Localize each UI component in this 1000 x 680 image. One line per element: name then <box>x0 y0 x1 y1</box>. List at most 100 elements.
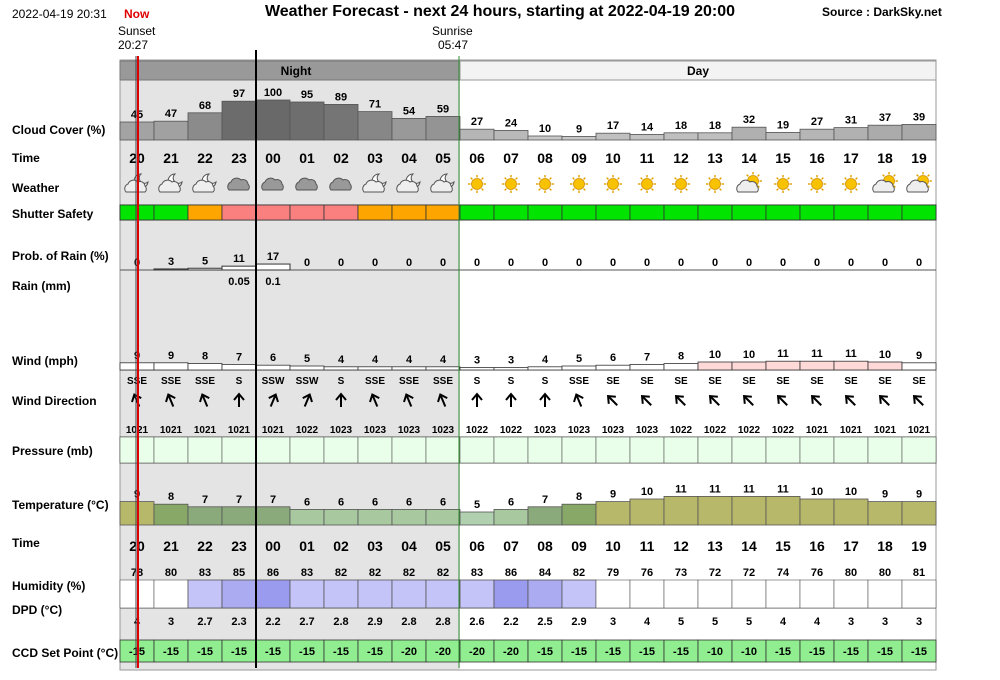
time-label: 07 <box>503 538 519 554</box>
temperature-value: 7 <box>236 494 242 506</box>
cloudy-icon <box>227 177 250 191</box>
ccd-value: -20 <box>401 646 417 658</box>
pressure-value: 1023 <box>398 425 421 436</box>
wind-bar <box>187 363 223 371</box>
humidity-cell <box>425 579 461 609</box>
wind-bar <box>833 360 869 371</box>
dpd-value: 3 <box>882 616 888 628</box>
cloud-value: 100 <box>264 87 282 99</box>
shutter-cell <box>391 204 427 221</box>
time-label: 19 <box>911 150 927 166</box>
ccd-value: -15 <box>265 646 281 658</box>
wind-direction-label: SSW <box>262 376 285 387</box>
shutter-cell <box>357 204 393 221</box>
wind-arrow-icon <box>403 393 414 407</box>
humidity-value: 82 <box>369 567 381 579</box>
prob-rain-value: 5 <box>202 255 208 267</box>
wind-direction-label: SSE <box>433 376 453 387</box>
shutter-cell <box>221 204 257 221</box>
time-label: 03 <box>367 150 383 166</box>
humidity-value: 83 <box>301 567 313 579</box>
now-label: Now <box>124 7 150 21</box>
humidity-cell <box>255 579 291 609</box>
humidity-value: 82 <box>403 567 415 579</box>
cloud-bar <box>493 129 529 141</box>
wind-arrow-icon <box>776 394 788 406</box>
shutter-cell <box>459 204 495 221</box>
sunset-time: 20:27 <box>118 38 149 52</box>
ccd-value: -15 <box>775 646 791 658</box>
shutter-cell <box>527 204 563 221</box>
wind-bar <box>323 366 359 371</box>
wind-value: 7 <box>644 351 650 363</box>
time-label: 06 <box>469 150 485 166</box>
cloud-bar <box>799 128 835 141</box>
pressure-cell <box>663 436 699 464</box>
pressure-cell <box>153 436 189 464</box>
wind-direction-label: SE <box>640 376 654 387</box>
shutter-cell <box>765 204 801 221</box>
time-label: 08 <box>537 150 553 166</box>
sun-icon <box>468 175 486 193</box>
cloud-bar <box>867 124 903 141</box>
dpd-value: 2.8 <box>401 616 416 628</box>
time-label: 12 <box>673 538 689 554</box>
shutter-cell <box>255 204 291 221</box>
dpd-value: 2.9 <box>367 616 382 628</box>
cloud-value: 32 <box>743 114 755 126</box>
sun-icon <box>536 175 554 193</box>
time-label: 10 <box>605 538 621 554</box>
time-label: 11 <box>640 150 655 166</box>
humidity-cell <box>867 579 903 609</box>
humidity-value: 84 <box>539 567 552 579</box>
wind-bar <box>697 361 733 371</box>
time-label: 01 <box>299 150 315 166</box>
pressure-value: 1023 <box>432 425 455 436</box>
partly-cloudy-night-icon <box>396 173 421 193</box>
pressure-value: 1021 <box>160 425 183 436</box>
wind-arrow-icon <box>471 392 483 407</box>
cloud-bar <box>425 116 461 141</box>
humidity-cell <box>289 579 325 609</box>
prob-rain-value: 0 <box>440 257 446 269</box>
humidity-value: 72 <box>743 567 755 579</box>
wind-direction-label: SE <box>708 376 722 387</box>
time-label: 21 <box>163 150 179 166</box>
sun-icon <box>570 175 588 193</box>
humidity-value: 76 <box>811 567 823 579</box>
humidity-value: 86 <box>505 567 517 579</box>
night-label: Night <box>281 64 312 78</box>
shutter-cell <box>663 204 699 221</box>
partly-cloudy-day-icon <box>906 172 932 193</box>
day-label: Day <box>687 64 709 78</box>
humidity-value: 86 <box>267 567 279 579</box>
wind-bar <box>255 364 291 371</box>
time-label: 21 <box>163 538 179 554</box>
temperature-bar <box>357 508 393 526</box>
prob-rain-value: 3 <box>168 256 174 268</box>
ccd-value: -15 <box>843 646 859 658</box>
humidity-cell <box>629 579 665 609</box>
prob-rain-value: 0 <box>712 257 718 269</box>
time-label: 16 <box>809 150 825 166</box>
wind-value: 9 <box>916 350 922 362</box>
prob-rain-value: 0 <box>746 257 752 269</box>
cloud-bar <box>901 124 937 141</box>
shutter-cell <box>493 204 529 221</box>
wind-value: 10 <box>743 349 755 361</box>
ccd-value: -20 <box>435 646 451 658</box>
ccd-value: -15 <box>639 646 655 658</box>
pressure-cell <box>493 436 529 464</box>
pressure-value: 1021 <box>262 425 285 436</box>
time-label: 07 <box>503 150 519 166</box>
time-label: 00 <box>265 150 281 166</box>
dpd-value: 3 <box>916 616 922 628</box>
wind-bar <box>289 365 325 371</box>
cloud-value: 24 <box>505 117 518 129</box>
time-label: 14 <box>741 150 757 166</box>
shutter-cell <box>425 204 461 221</box>
humidity-value: 85 <box>233 567 245 579</box>
day-band <box>459 60 937 81</box>
row-label-shutter: Shutter Safety <box>12 207 94 221</box>
